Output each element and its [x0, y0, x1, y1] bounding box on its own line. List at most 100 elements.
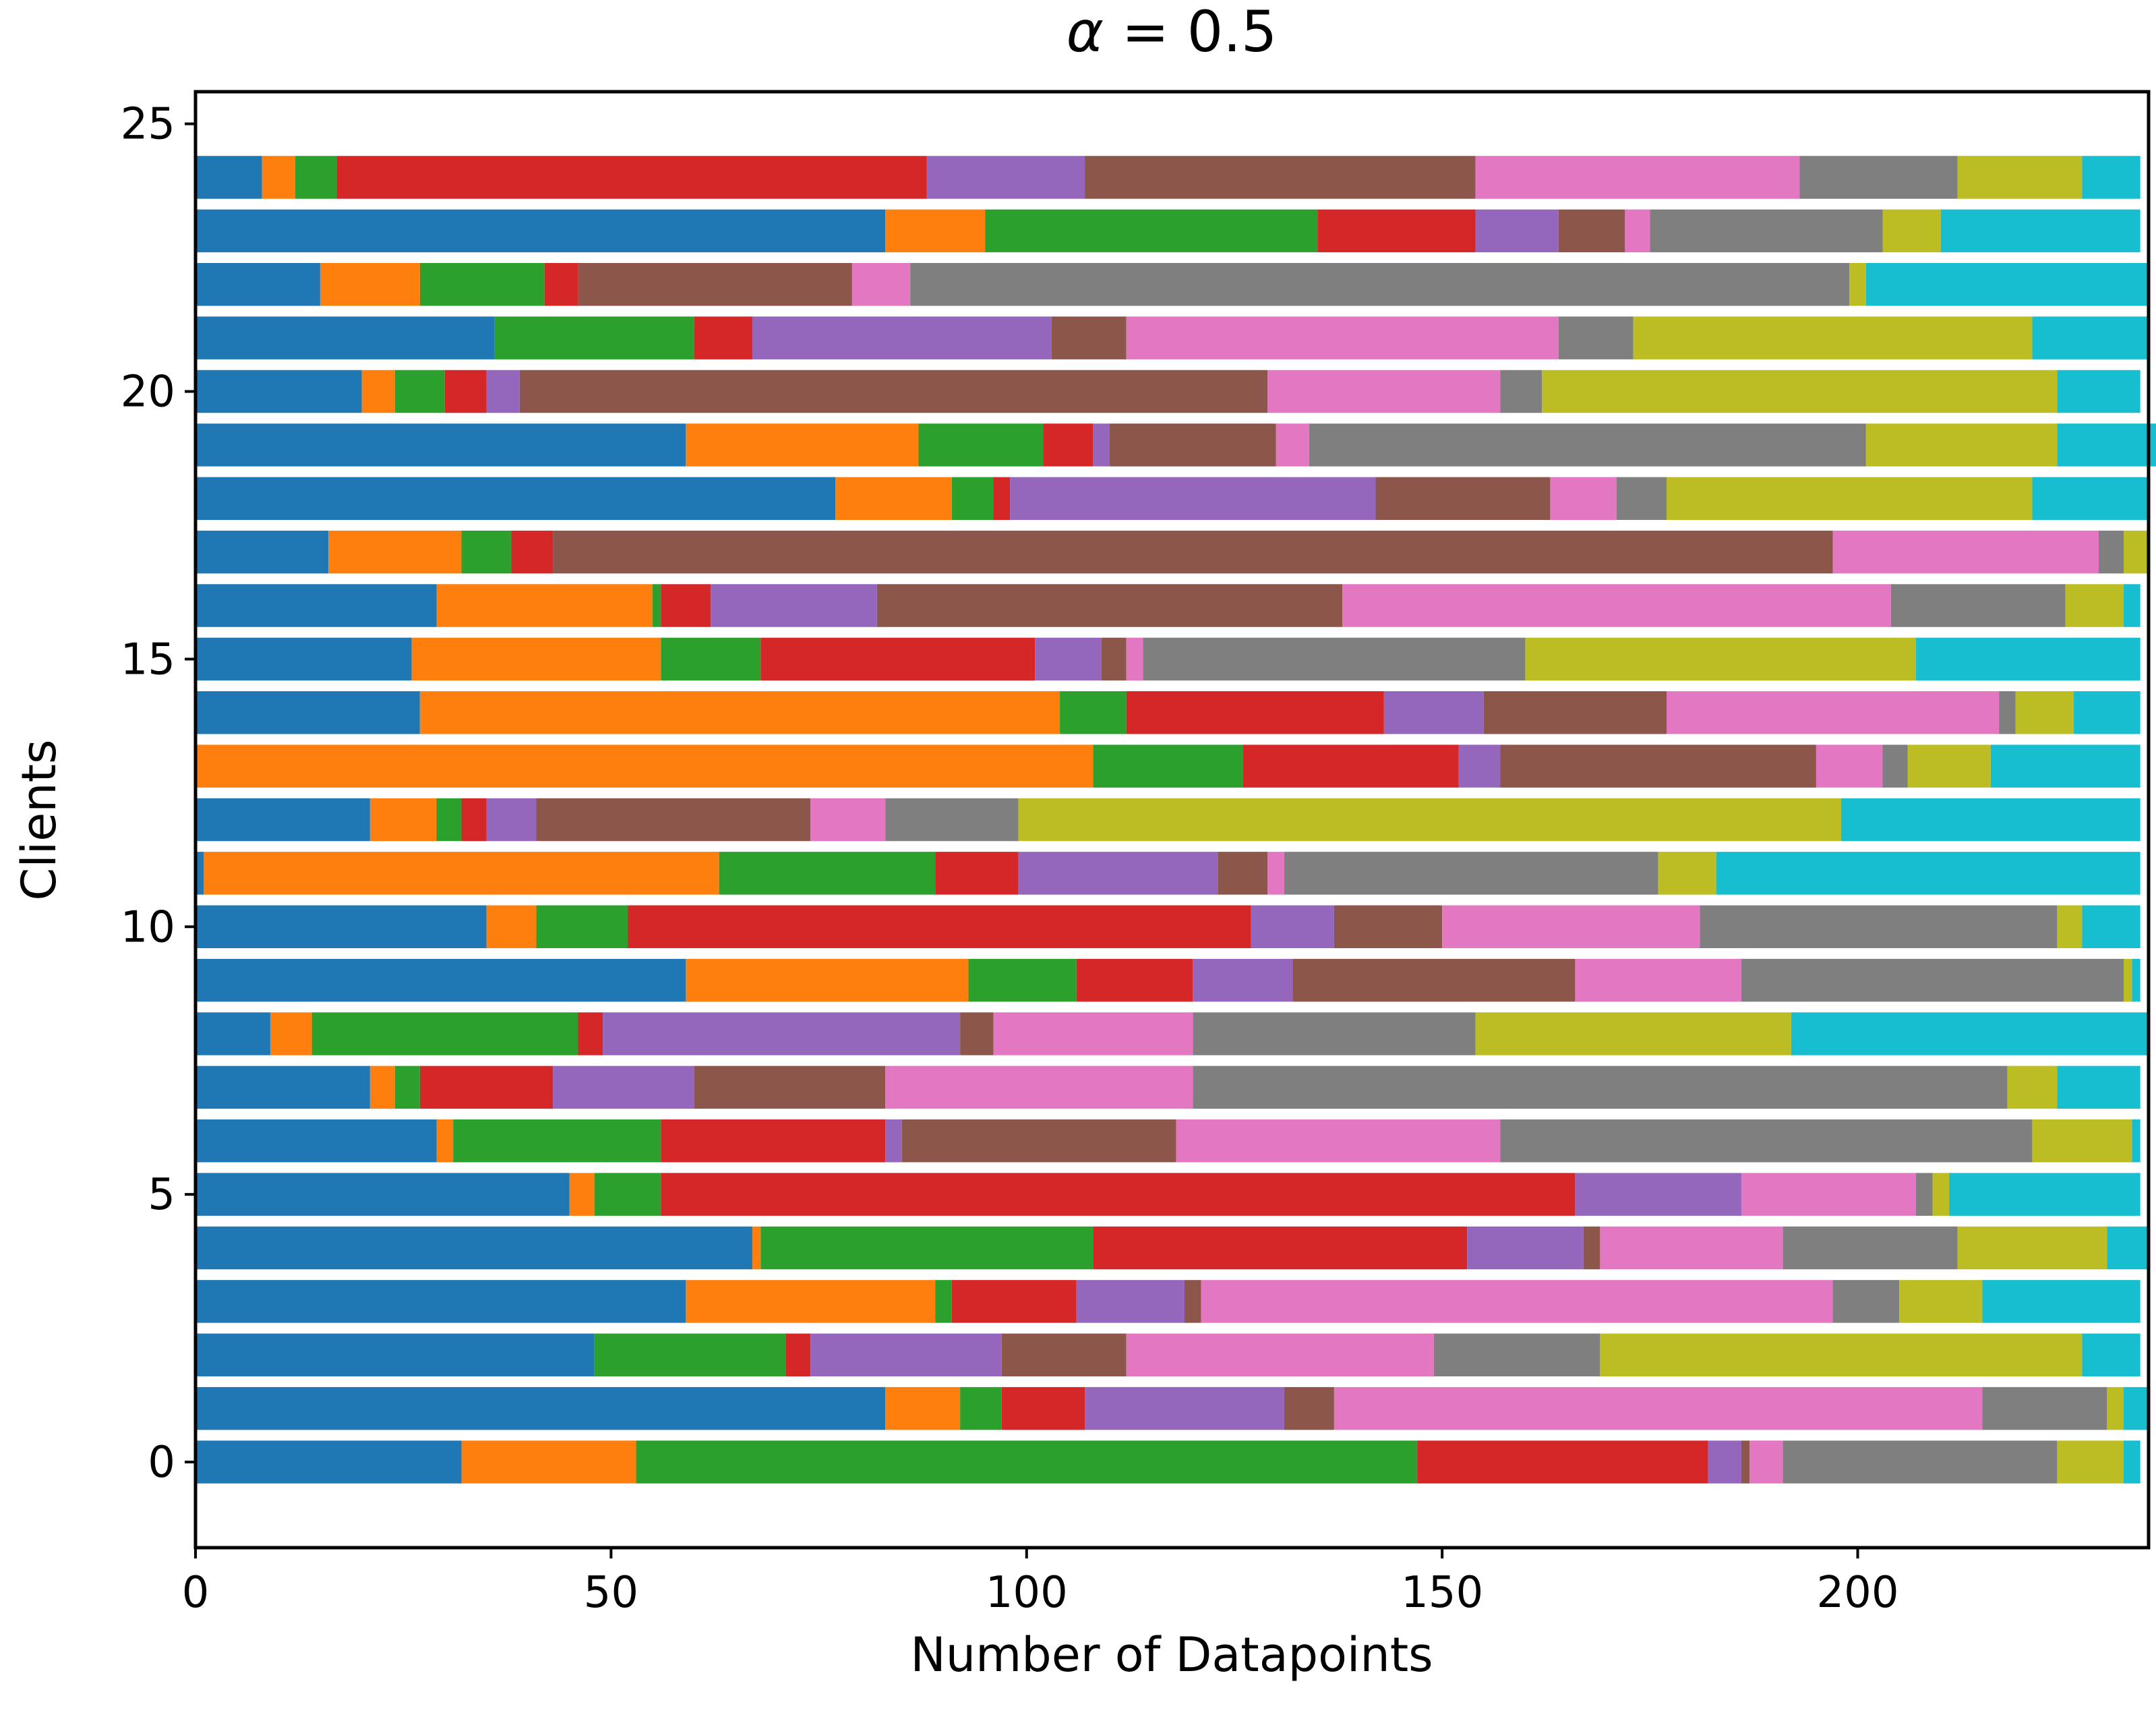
bar-client-8-class-4: [603, 1012, 961, 1055]
bar-client-15-class-8: [1525, 637, 1916, 681]
bar-client-14-class-3: [1126, 691, 1384, 734]
bar-client-10-class-4: [1251, 905, 1334, 948]
bar-client-2-class-9: [2082, 1333, 2140, 1376]
bar-client-8-class-9: [1791, 1012, 2149, 1055]
bar-client-12-class-4: [486, 798, 537, 842]
bar-client-18-class-3: [993, 477, 1011, 520]
y-tick-label: 10: [121, 902, 175, 952]
bar-client-4-class-6: [1600, 1226, 1783, 1270]
bar-client-14-class-9: [2074, 691, 2140, 734]
bar-client-24-class-0: [196, 156, 262, 199]
bar-client-0-class-8: [2057, 1440, 2124, 1484]
bar-client-17-class-8: [2124, 530, 2149, 574]
bar-client-9-class-3: [1076, 958, 1193, 1002]
bar-client-20-class-4: [486, 370, 520, 413]
bar-client-9-class-8: [2124, 958, 2132, 1002]
y-tick-label: 25: [121, 100, 175, 150]
bar-client-20-class-9: [2057, 370, 2140, 413]
bar-client-5-class-6: [1741, 1173, 1916, 1216]
bar-client-18-class-1: [835, 477, 952, 520]
bar-client-21-class-5: [1051, 316, 1127, 359]
bar-client-18-class-2: [951, 477, 994, 520]
bar-client-9-class-9: [2132, 958, 2140, 1002]
bar-client-18-class-4: [1010, 477, 1376, 520]
x-tick-label: 100: [986, 1568, 1068, 1618]
bar-client-3-class-8: [1899, 1280, 1983, 1323]
bar-client-7-class-8: [2007, 1065, 2058, 1109]
bar-client-5-class-7: [1915, 1173, 1933, 1216]
bar-client-23-class-4: [1475, 209, 1559, 253]
bar-client-9-class-4: [1193, 958, 1293, 1002]
bar-client-2-class-6: [1126, 1333, 1434, 1376]
bar-client-3-class-3: [951, 1280, 1077, 1323]
bar-client-9-class-5: [1292, 958, 1576, 1002]
bar-client-23-class-6: [1625, 209, 1650, 253]
bar-client-5-class-3: [661, 1173, 1576, 1216]
bar-client-14-class-1: [419, 691, 1060, 734]
bar-client-4-class-8: [1957, 1226, 2107, 1270]
bar-client-21-class-6: [1126, 316, 1559, 359]
y-tick-label: 15: [121, 635, 175, 684]
bar-client-18-class-7: [1617, 477, 1667, 520]
bar-client-2-class-3: [785, 1333, 811, 1376]
bar-client-1-class-7: [1982, 1386, 2107, 1430]
bar-client-24-class-6: [1475, 156, 1800, 199]
bar-client-12-class-8: [1018, 798, 1841, 842]
x-tick-label: 50: [584, 1568, 638, 1618]
bar-client-23-class-8: [1882, 209, 1941, 253]
bar-client-17-class-1: [328, 530, 462, 574]
bar-client-4-class-9: [2107, 1226, 2149, 1270]
bar-client-5-class-2: [594, 1173, 661, 1216]
bar-client-12-class-2: [436, 798, 462, 842]
bar-client-8-class-2: [311, 1012, 578, 1055]
bar-client-10-class-3: [628, 905, 1251, 948]
bar-client-24-class-1: [262, 156, 295, 199]
bar-client-10-class-8: [2057, 905, 2083, 948]
bar-client-5-class-4: [1575, 1173, 1741, 1216]
bar-client-24-class-8: [1957, 156, 2083, 199]
bar-client-3-class-5: [1184, 1280, 1201, 1323]
bar-client-6-class-4: [885, 1119, 902, 1163]
bar-client-16-class-0: [196, 584, 437, 627]
plot-frame: [193, 90, 2151, 1550]
x-axis-ticks: 0 50 100 150 200: [182, 1548, 1899, 1618]
bar-client-6-class-2: [453, 1119, 661, 1163]
bar-client-17-class-7: [2099, 530, 2124, 574]
bar-client-0-class-1: [461, 1440, 636, 1484]
bar-client-10-class-6: [1442, 905, 1700, 948]
bar-client-20-class-8: [1542, 370, 2058, 413]
bar-client-20-class-3: [444, 370, 487, 413]
bar-client-15-class-5: [1101, 637, 1127, 681]
bar-client-18-class-9: [2032, 477, 2149, 520]
bar-client-21-class-2: [494, 316, 694, 359]
bar-client-20-class-5: [519, 370, 1268, 413]
bar-client-19-class-2: [918, 424, 1044, 467]
bar-client-11-class-5: [1218, 852, 1268, 895]
bar-client-15-class-2: [661, 637, 761, 681]
bar-client-6-class-7: [1500, 1119, 2033, 1163]
bar-client-11-class-3: [935, 852, 1019, 895]
bar-client-16-class-2: [653, 584, 661, 627]
bar-client-17-class-6: [1832, 530, 2099, 574]
bar-client-18-class-0: [196, 477, 836, 520]
bar-client-17-class-3: [511, 530, 553, 574]
bar-client-4-class-3: [1093, 1226, 1468, 1270]
bar-client-0-class-4: [1708, 1440, 1741, 1484]
bar-client-10-class-7: [1700, 905, 2058, 948]
y-tick-label: 20: [121, 368, 175, 417]
bar-client-23-class-7: [1650, 209, 1883, 253]
bar-client-20-class-6: [1267, 370, 1501, 413]
bar-client-22-class-8: [1849, 263, 1866, 306]
bar-client-4-class-4: [1467, 1226, 1584, 1270]
bar-client-2-class-8: [1600, 1333, 2083, 1376]
bar-client-12-class-5: [536, 798, 811, 842]
bar-client-21-class-8: [1633, 316, 2033, 359]
bar-client-17-class-0: [196, 530, 329, 574]
bar-client-1-class-4: [1085, 1386, 1284, 1430]
bar-client-7-class-2: [394, 1065, 420, 1109]
bar-client-3-class-2: [935, 1280, 952, 1323]
x-tick-label: 200: [1816, 1568, 1898, 1618]
bar-client-8-class-6: [993, 1012, 1193, 1055]
bar-client-3-class-7: [1832, 1280, 1900, 1323]
bar-client-23-class-3: [1317, 209, 1476, 253]
